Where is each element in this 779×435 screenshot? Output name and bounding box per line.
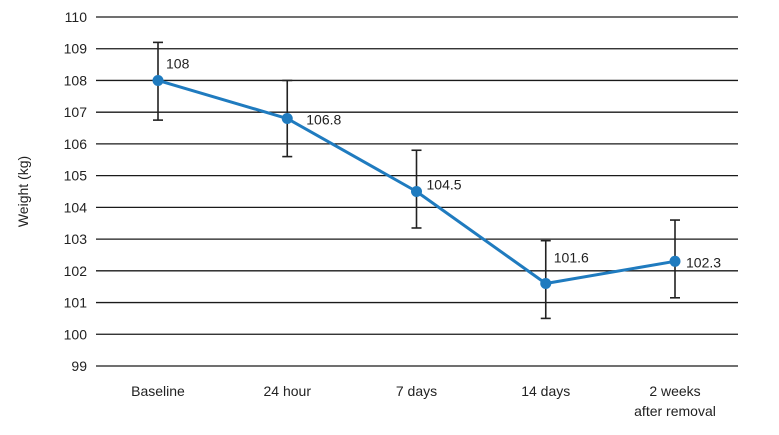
data-point (281, 113, 293, 125)
y-tick-label: 109 (64, 41, 88, 57)
x-category-label: Baseline (131, 383, 185, 399)
y-tick-label: 106 (64, 136, 88, 152)
x-category-label: 2 weeks after removal (634, 383, 716, 419)
y-tick-label: 104 (64, 199, 88, 215)
y-tick-label: 108 (64, 72, 88, 88)
data-labels: 108 106.8 104.5 101.6 102.3 (166, 55, 721, 270)
data-label: 101.6 (554, 250, 589, 266)
data-label: 106.8 (306, 112, 341, 128)
data-point (152, 74, 164, 86)
y-tick-label: 105 (64, 168, 88, 184)
y-tick-label: 99 (71, 358, 87, 374)
y-axis-ticks: 99 100 101 102 103 104 105 106 107 108 109 110 (64, 9, 88, 374)
y-tick-label: 100 (64, 326, 88, 342)
y-tick-label: 110 (65, 9, 88, 25)
data-points (152, 74, 681, 290)
y-tick-label: 103 (64, 231, 88, 247)
y-tick-label: 102 (64, 263, 88, 279)
data-label: 104.5 (427, 177, 462, 193)
data-label: 102.3 (686, 254, 721, 270)
data-label: 108 (166, 55, 190, 71)
data-point (540, 278, 552, 290)
error-bars (153, 41, 680, 320)
x-category-label: 14 days (521, 383, 570, 399)
data-point (669, 255, 681, 267)
x-category-label: 7 days (396, 383, 437, 399)
x-category-label: 24 hour (264, 383, 312, 399)
data-point (411, 186, 422, 197)
x-axis-categories: Baseline 24 hour 7 days 14 days 2 weeks after… (131, 383, 716, 419)
y-tick-label: 101 (64, 295, 88, 311)
y-axis-title: Weight (kg) (15, 156, 31, 227)
y-tick-label: 107 (64, 104, 88, 120)
